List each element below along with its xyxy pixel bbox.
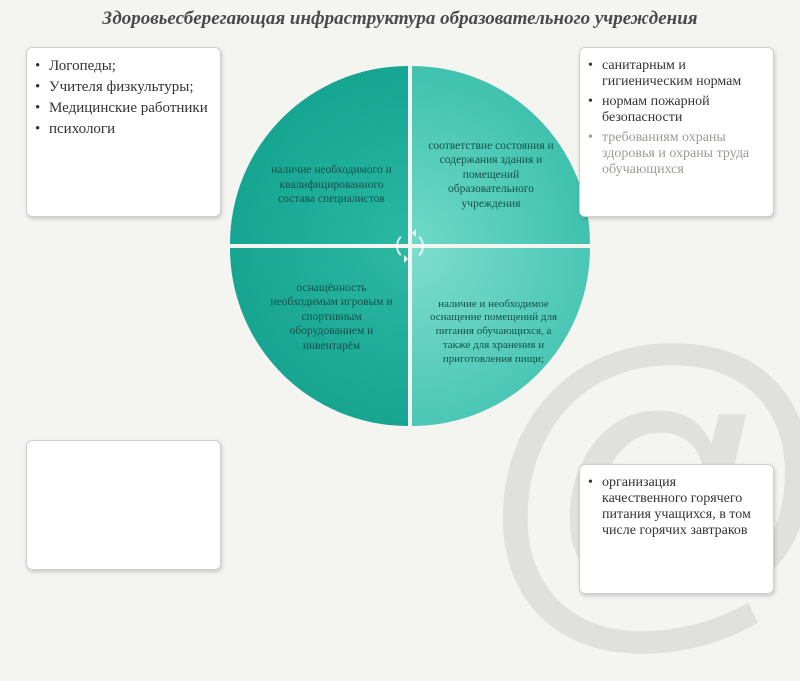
quadrant-top-left: наличие необходимого и квалифицированног… [230, 66, 408, 244]
quadrant-top-left-label: наличие необходимого и квалифицированног… [244, 103, 394, 206]
list-item: психологи [45, 121, 208, 138]
callout-bottom-left-list [27, 441, 220, 461]
callout-bottom-left [26, 440, 221, 570]
callout-top-right-list: санитарным и гигиеническим нормам нормам … [580, 48, 773, 192]
quadrant-bottom-left-label: оснащённость необходимым игровым и спорт… [244, 281, 394, 393]
page-title: Здоровьесберегающая инфраструктура образ… [0, 0, 800, 34]
list-item: требованиям охраны здоровья и охраны тру… [598, 130, 761, 178]
list-item: нормам пожарной безопасности [598, 94, 761, 126]
quadrant-bottom-right-label: наличие и необходимое оснащение помещени… [426, 298, 576, 377]
list-item: Медицинские работники [45, 100, 208, 117]
list-item: санитарным и гигиеническим нормам [598, 58, 761, 90]
quadrant-bottom-left: оснащённость необходимым игровым и спорт… [230, 248, 408, 426]
callout-top-left-list: Логопеды; Учителя физкультуры; Медицинские… [27, 48, 220, 152]
quadrant-top-right-label: соответствие состояния и содержания здан… [426, 99, 576, 211]
quadrant-bottom-right: наличие и необходимое оснащение помещени… [412, 248, 590, 426]
callout-top-right: санитарным и гигиеническим нормам нормам … [579, 47, 774, 217]
cycle-diagram: наличие необходимого и квалифицированног… [230, 66, 590, 426]
list-item: Логопеды; [45, 58, 208, 75]
cycle-arrows-icon [396, 232, 424, 260]
quadrant-top-right: соответствие состояния и содержания здан… [412, 66, 590, 244]
callout-bottom-right: организация качественного горячего питан… [579, 464, 774, 594]
list-item: организация качественного горячего питан… [598, 475, 761, 539]
callout-top-left: Логопеды; Учителя физкультуры; Медицинские… [26, 47, 221, 217]
callout-bottom-right-list: организация качественного горячего питан… [580, 465, 773, 553]
diagram-stage: наличие необходимого и квалифицированног… [0, 48, 800, 600]
list-item: Учителя физкультуры; [45, 79, 208, 96]
